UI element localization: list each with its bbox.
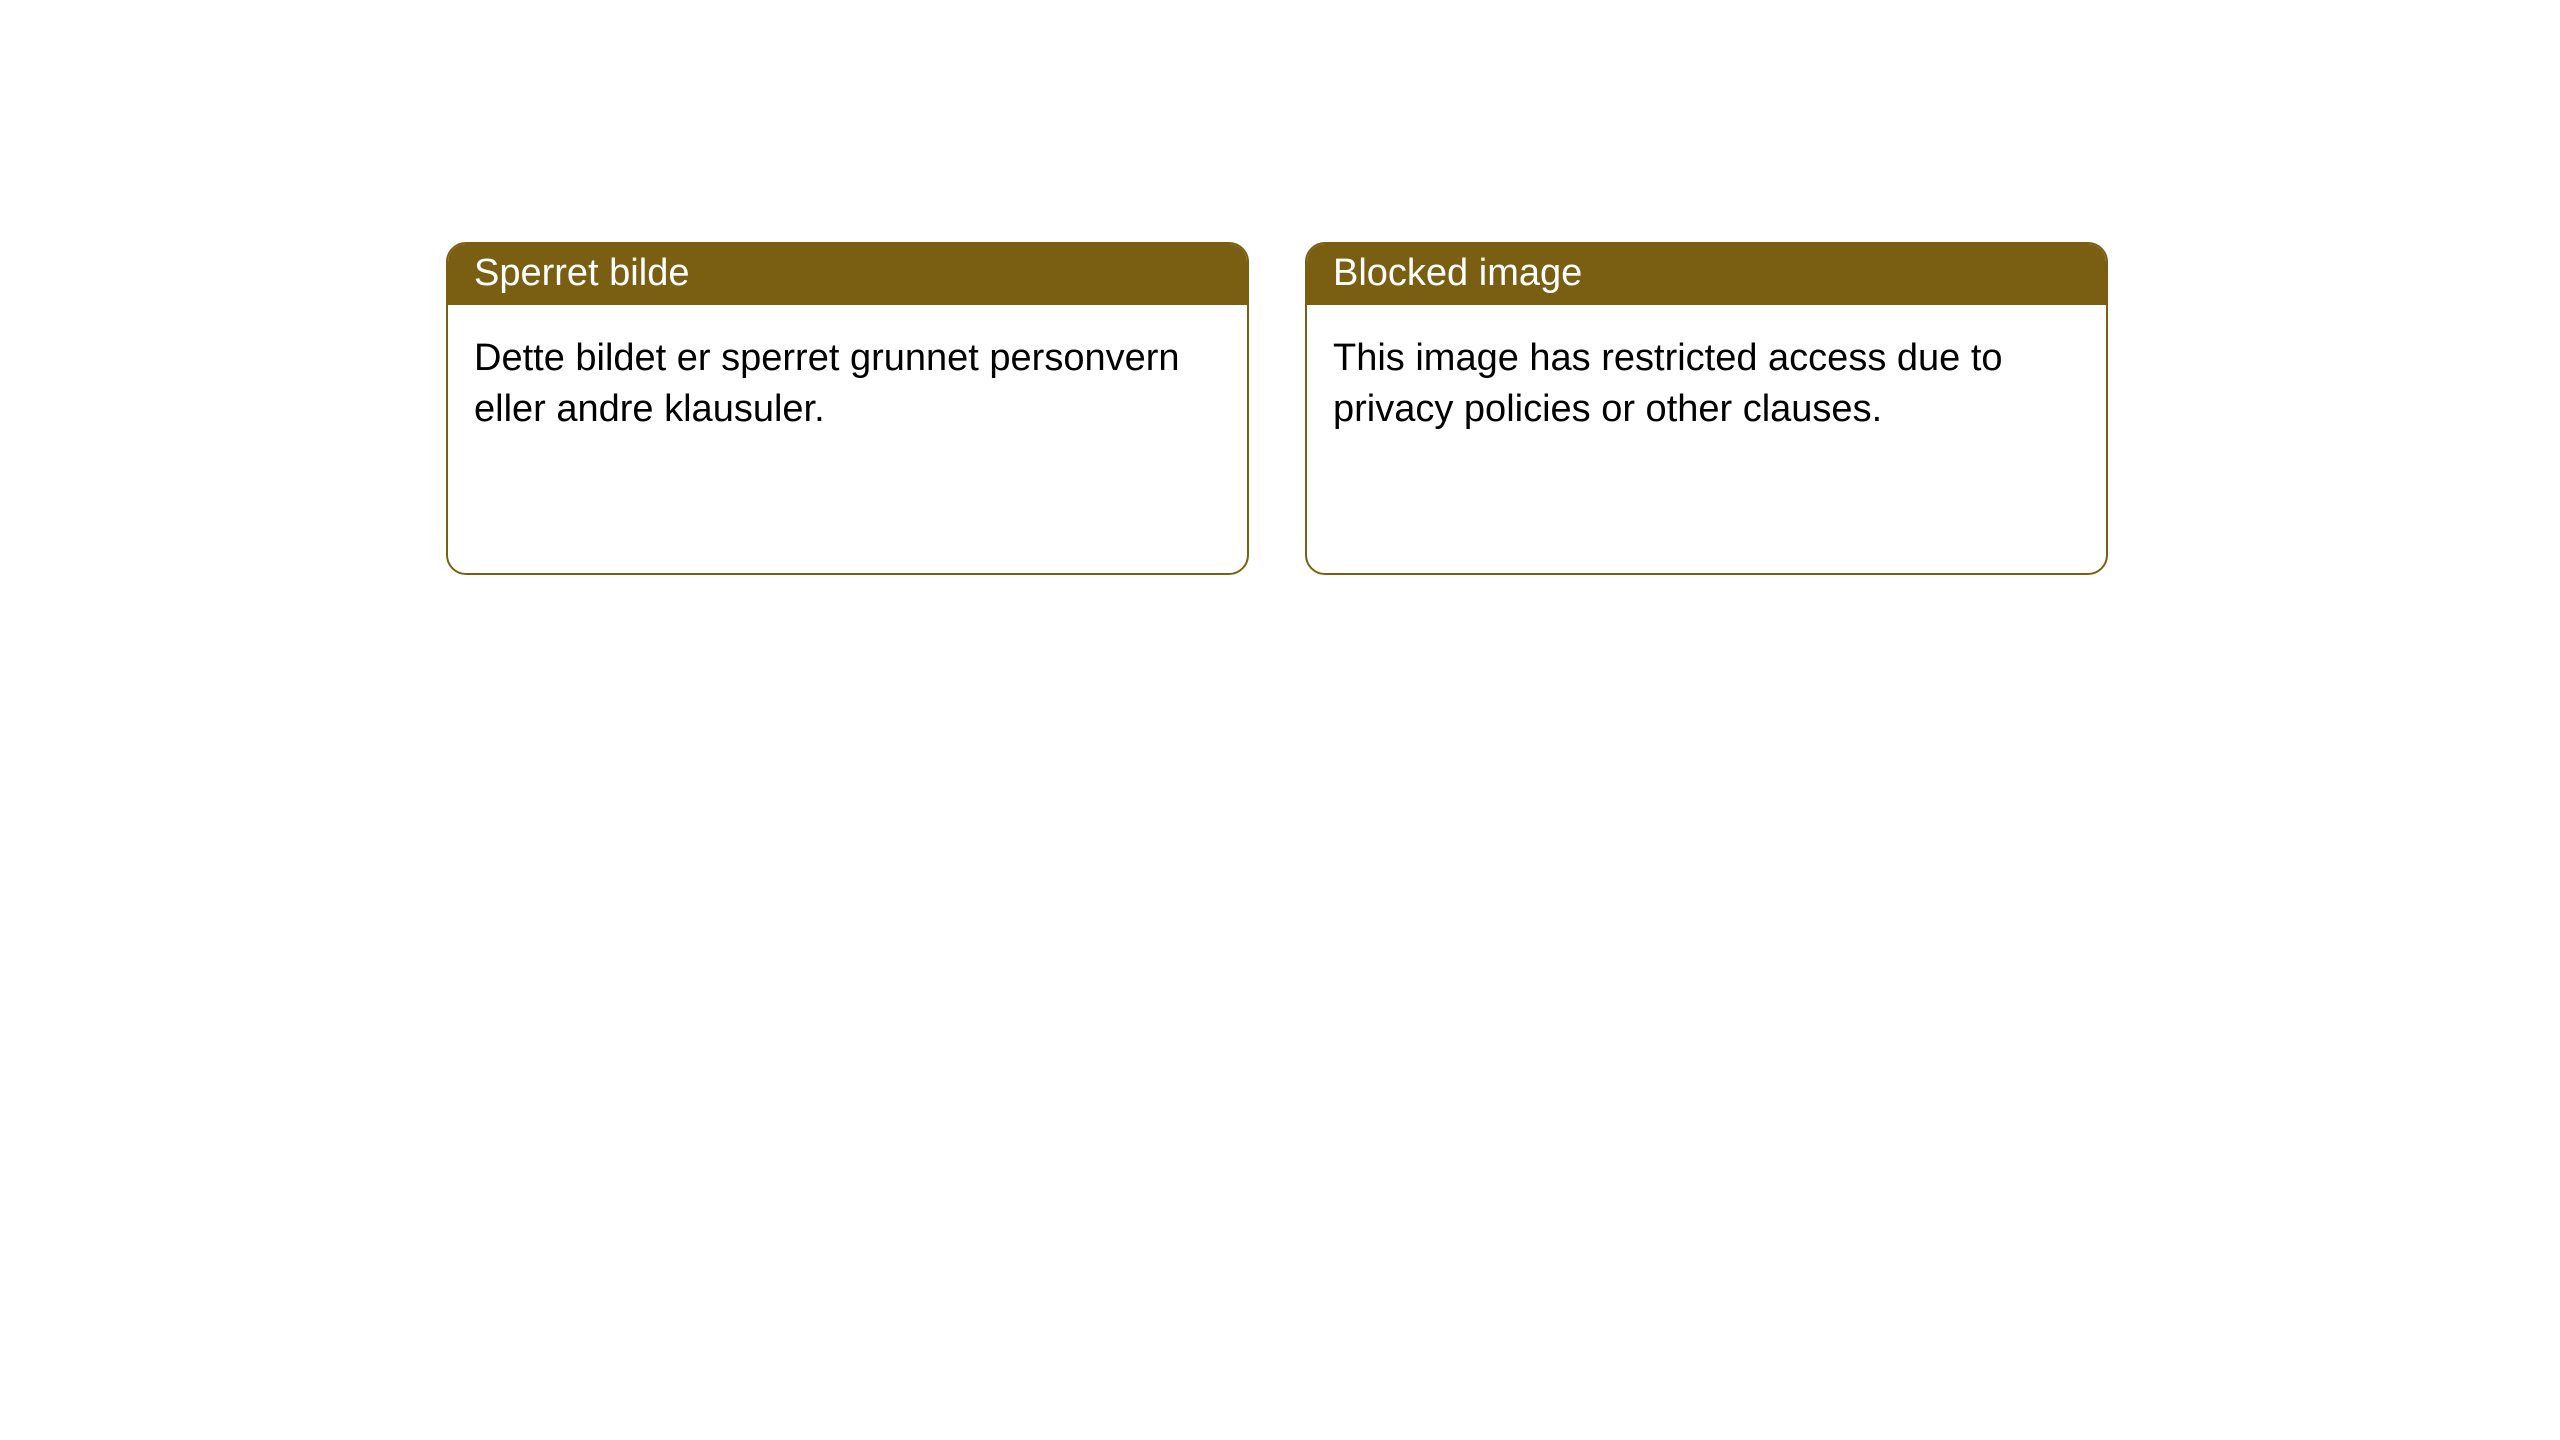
blocked-image-card-en: Blocked image This image has restricted … (1305, 242, 2108, 575)
card-body: This image has restricted access due to … (1307, 305, 2106, 464)
blocked-image-card-no: Sperret bilde Dette bildet er sperret gr… (446, 242, 1249, 575)
cards-container: Sperret bilde Dette bildet er sperret gr… (0, 0, 2560, 575)
card-title: Sperret bilde (448, 244, 1247, 305)
card-title: Blocked image (1307, 244, 2106, 305)
card-body: Dette bildet er sperret grunnet personve… (448, 305, 1247, 464)
